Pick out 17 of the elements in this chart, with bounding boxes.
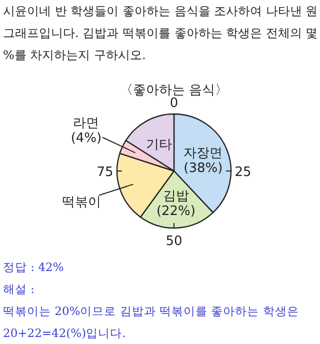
- slice-label: 라면: [73, 116, 100, 132]
- slice-label: 자장면: [184, 146, 223, 161]
- slice-label: 김밥: [162, 188, 189, 204]
- slice-label: 떡볶이: [62, 194, 102, 210]
- data-label: (38%): [184, 160, 223, 176]
- data-label: (4%): [70, 131, 102, 146]
- text: 25: [234, 165, 252, 180]
- text: 떡볶이는 20%이므로 김밥과 떡볶이를 좋아하는 학생은 20+22=42(%)입니다.: [3, 303, 300, 342]
- text: 시윤이네 반 학생들이 좋아하는 음식을 조사하여 나타낸 원그래프입니다. 김밥과 떡볶이를 좋아하는 학생은 전체의 몇 %를 차지하는지 구하시오.: [3, 3, 319, 64]
- slice-label: 기타: [146, 138, 172, 153]
- text: 50: [166, 234, 182, 249]
- text: 75: [96, 165, 114, 180]
- text: 0: [170, 96, 178, 111]
- text: 해설 :: [3, 281, 36, 298]
- chart-title: 〈좋아하는 음식〉: [120, 83, 228, 98]
- text: 정답 : 42%: [3, 259, 65, 276]
- data-label: (22%): [156, 204, 196, 219]
